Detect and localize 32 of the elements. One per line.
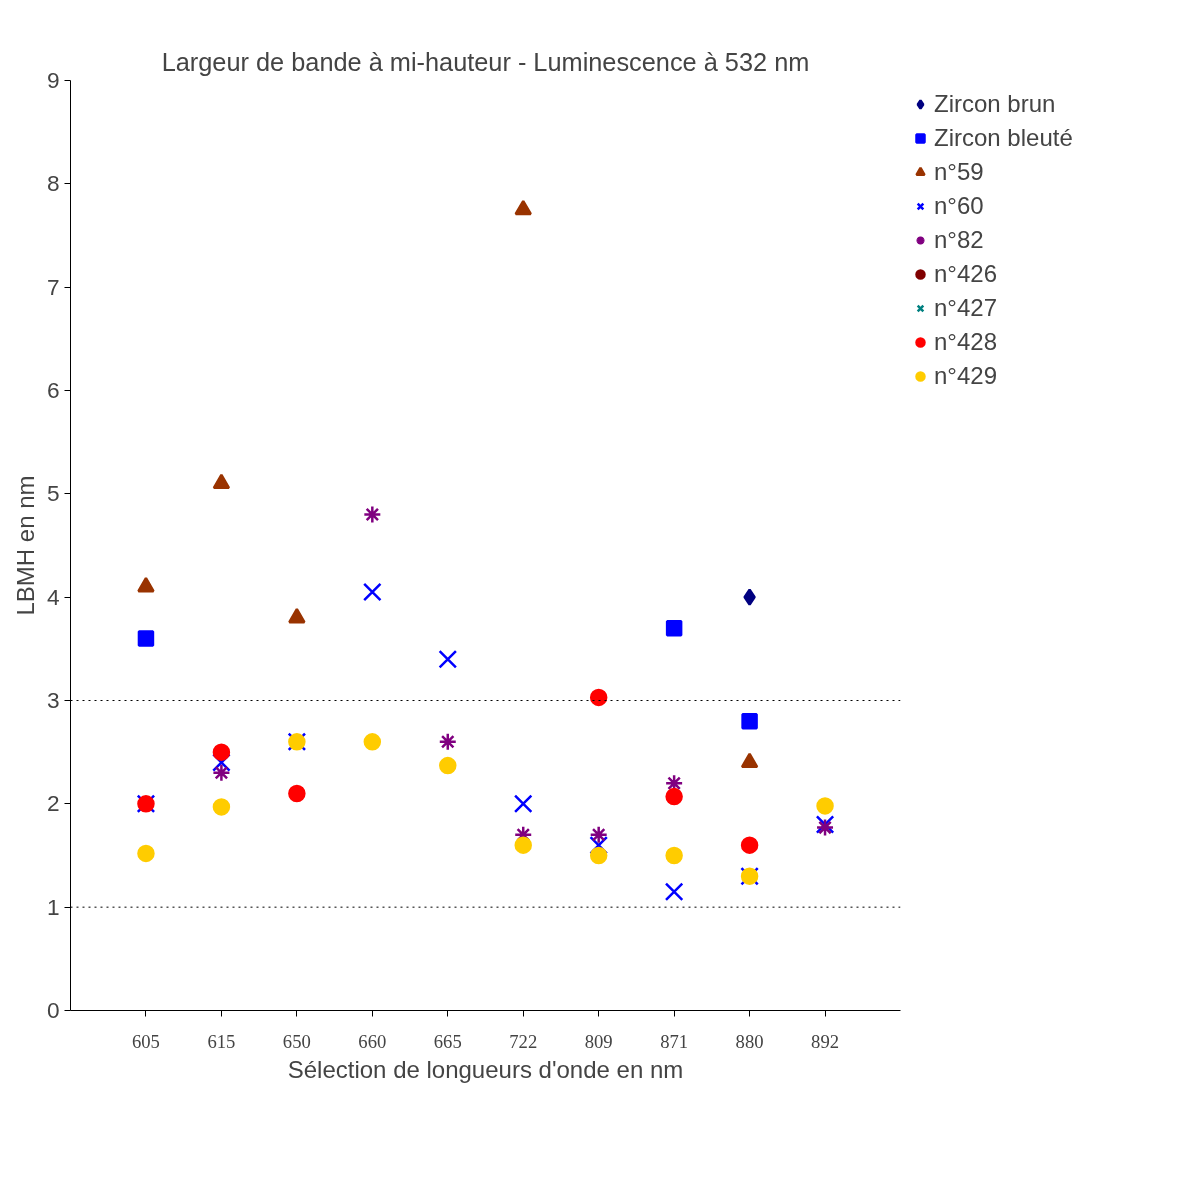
- x-tick-label: 880: [735, 1030, 764, 1052]
- legend-label: Zircon brun: [934, 90, 1056, 118]
- x-tick-label: 809: [584, 1030, 613, 1052]
- legend-label: n°82: [934, 226, 984, 254]
- y-tick-label: 7: [46, 273, 60, 300]
- y-tick-label: 5: [46, 480, 60, 507]
- y-axis-title: LBMH en nm: [11, 475, 39, 616]
- legend-label: Zircon bleuté: [934, 124, 1073, 152]
- x-tick-label: 871: [660, 1030, 689, 1052]
- x-tick-label: 722: [509, 1030, 538, 1052]
- legend-label: n°426: [934, 260, 997, 288]
- x-tick-label: 605: [131, 1030, 160, 1052]
- x-tick-label: 615: [207, 1030, 236, 1052]
- x-axis-title: Sélection de longueurs d'onde en nm: [287, 1055, 684, 1083]
- y-tick-label: 3: [46, 687, 60, 713]
- x-tick-label: 892: [811, 1030, 840, 1052]
- legend-label: n°427: [934, 294, 997, 322]
- y-tick-label: 2: [46, 790, 60, 817]
- legend-label: n°59: [934, 158, 984, 186]
- chart-title: Largeur de bande à mi-hauteur - Luminescence à 532 nm: [161, 47, 810, 76]
- legend-label: n°428: [934, 328, 997, 356]
- x-tick-label: 650: [282, 1030, 311, 1052]
- y-tick-label: 9: [46, 67, 60, 93]
- x-tick-label: 660: [358, 1030, 387, 1052]
- y-tick-label: 0: [46, 997, 60, 1023]
- legend-label: n°60: [934, 192, 984, 220]
- y-tick-label: 6: [46, 377, 60, 403]
- legend-label: n°429: [934, 362, 997, 390]
- x-tick-label: 665: [433, 1030, 462, 1052]
- y-tick-label: 8: [46, 170, 60, 197]
- y-tick-label: 1: [46, 893, 60, 920]
- y-tick-label: 4: [46, 583, 60, 610]
